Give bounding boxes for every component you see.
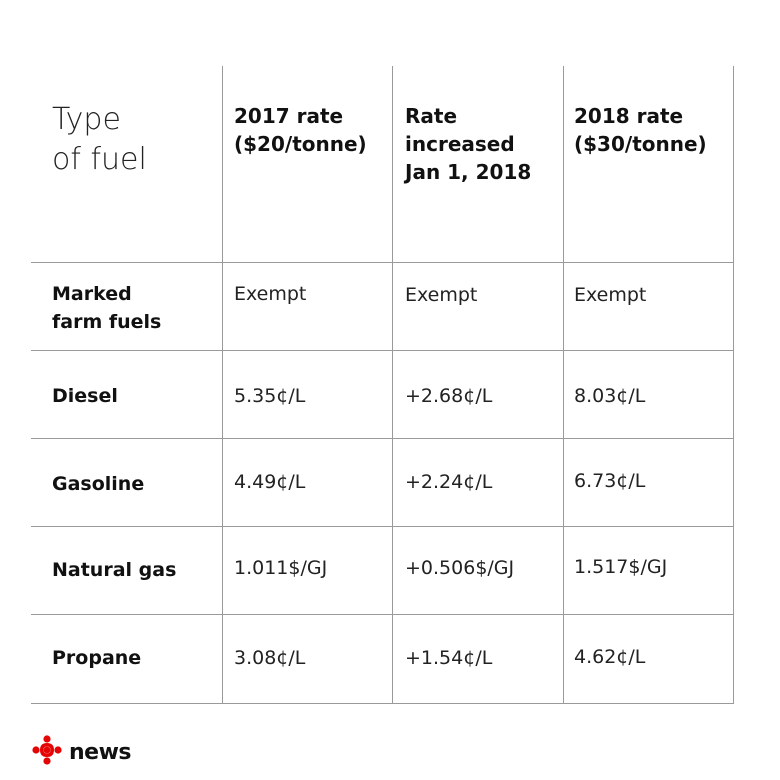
table-cell: 1.011$/GJ [234,557,328,579]
row-label: Propane [52,647,142,669]
table-cell: 3.08¢/L [234,647,306,669]
column-divider [563,66,564,704]
table-cell: Exempt [405,284,478,306]
table-cell: 4.49¢/L [234,471,306,493]
row-divider [31,350,734,351]
table-cell: 8.03¢/L [574,385,646,407]
table-cell: Exempt [234,283,307,305]
column-header-type: Type of fuel [52,102,147,177]
logo-wordmark: news [69,739,132,765]
cbc-news-logo: news [31,734,132,770]
table-cell: +1.54¢/L [405,647,493,669]
row-label: Diesel [52,385,118,407]
table-cell: 6.73¢/L [574,470,646,492]
row-label: Natural gas [52,559,177,581]
cbc-gem-icon [31,734,63,770]
table-cell: +2.24¢/L [405,471,493,493]
column-divider [392,66,393,704]
row-divider [31,262,734,263]
column-divider [733,66,734,704]
row-divider [31,438,734,439]
column-divider [222,66,223,704]
table-cell: 1.517$/GJ [574,556,668,578]
table-cell: +2.68¢/L [405,385,493,407]
row-divider [31,703,734,704]
table-cell: 5.35¢/L [234,385,306,407]
row-divider [31,614,734,615]
column-header-rate-increase: Rate increased Jan 1, 2018 [405,104,532,184]
table-cell: Exempt [574,284,647,306]
row-label: Marked farm fuels [52,283,162,333]
row-label: Gasoline [52,473,145,495]
row-divider [31,526,734,527]
table-cell: +0.506$/GJ [405,557,515,579]
column-header-2018-rate: 2018 rate ($30/tonne) [574,104,707,156]
table-cell: 4.62¢/L [574,646,646,668]
column-header-2017-rate: 2017 rate ($20/tonne) [234,104,367,156]
